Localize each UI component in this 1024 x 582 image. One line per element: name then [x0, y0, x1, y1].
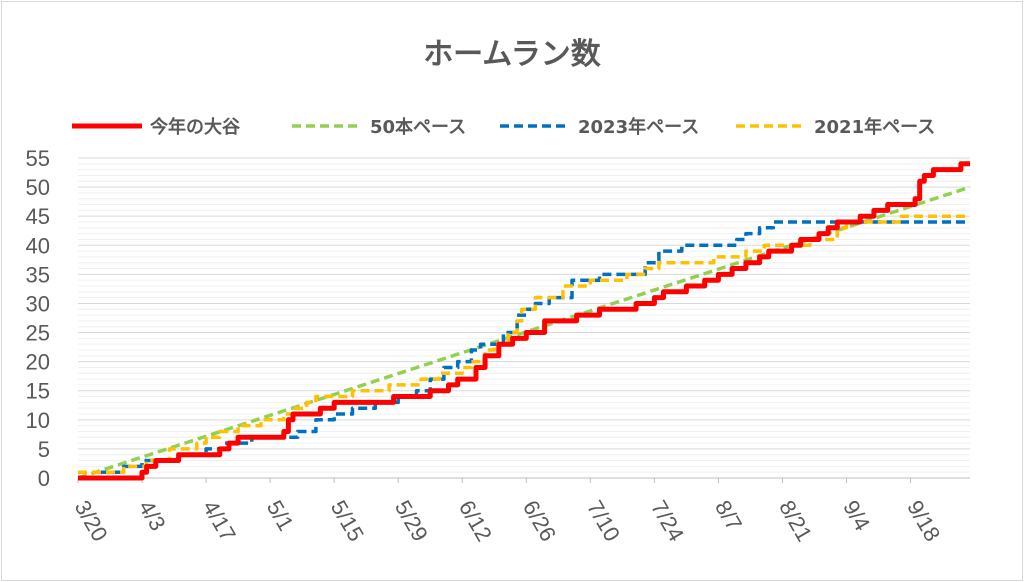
y-tick-label: 15 — [26, 379, 50, 404]
series-lines — [77, 161, 971, 481]
x-tick-label: 5/1 — [262, 496, 299, 535]
y-tick-label: 20 — [26, 350, 50, 375]
x-tick-label: 5/29 — [390, 496, 433, 546]
y-tick-label: 0 — [38, 466, 50, 491]
x-tick-label: 6/12 — [454, 496, 497, 546]
legend: 今年の大谷 50本ペース 2023年ペース 2021年ペース — [72, 116, 935, 138]
legend-label-0: 今年の大谷 — [150, 116, 241, 138]
y-tick-label: 10 — [26, 408, 50, 433]
x-tick-label: 4/17 — [198, 496, 241, 546]
legend-label-1: 50本ペース — [370, 116, 466, 138]
y-tick-label: 40 — [26, 233, 50, 258]
x-tick-label: 6/26 — [518, 496, 561, 546]
x-tick-label: 9/4 — [838, 496, 875, 535]
gridlines — [78, 157, 970, 479]
series-line-3 — [78, 214, 970, 474]
x-tick-label: 3/20 — [70, 496, 113, 546]
y-tick-label: 50 — [26, 175, 50, 200]
y-tick-label: 5 — [38, 437, 50, 462]
legend-label-3: 2021年ペース — [814, 116, 935, 138]
y-tick-label: 55 — [26, 146, 50, 171]
y-tick-label: 25 — [26, 321, 50, 346]
y-tick-label: 35 — [26, 262, 50, 287]
chart-title: ホームラン数 — [423, 37, 602, 72]
x-tick-label: 8/21 — [774, 496, 817, 546]
y-tick-label: 30 — [26, 291, 50, 316]
series-line-0 — [78, 161, 970, 481]
legend-label-2: 2023年ペース — [578, 116, 699, 138]
x-tick-label: 9/18 — [902, 496, 945, 546]
x-tick-label: 5/15 — [326, 496, 369, 546]
x-tick-label: 7/24 — [646, 496, 689, 546]
x-tick-label: 7/10 — [582, 496, 625, 546]
y-tick-label: 45 — [26, 204, 50, 229]
x-tick-label: 8/7 — [710, 496, 747, 535]
x-tick-label: 4/3 — [134, 496, 171, 535]
